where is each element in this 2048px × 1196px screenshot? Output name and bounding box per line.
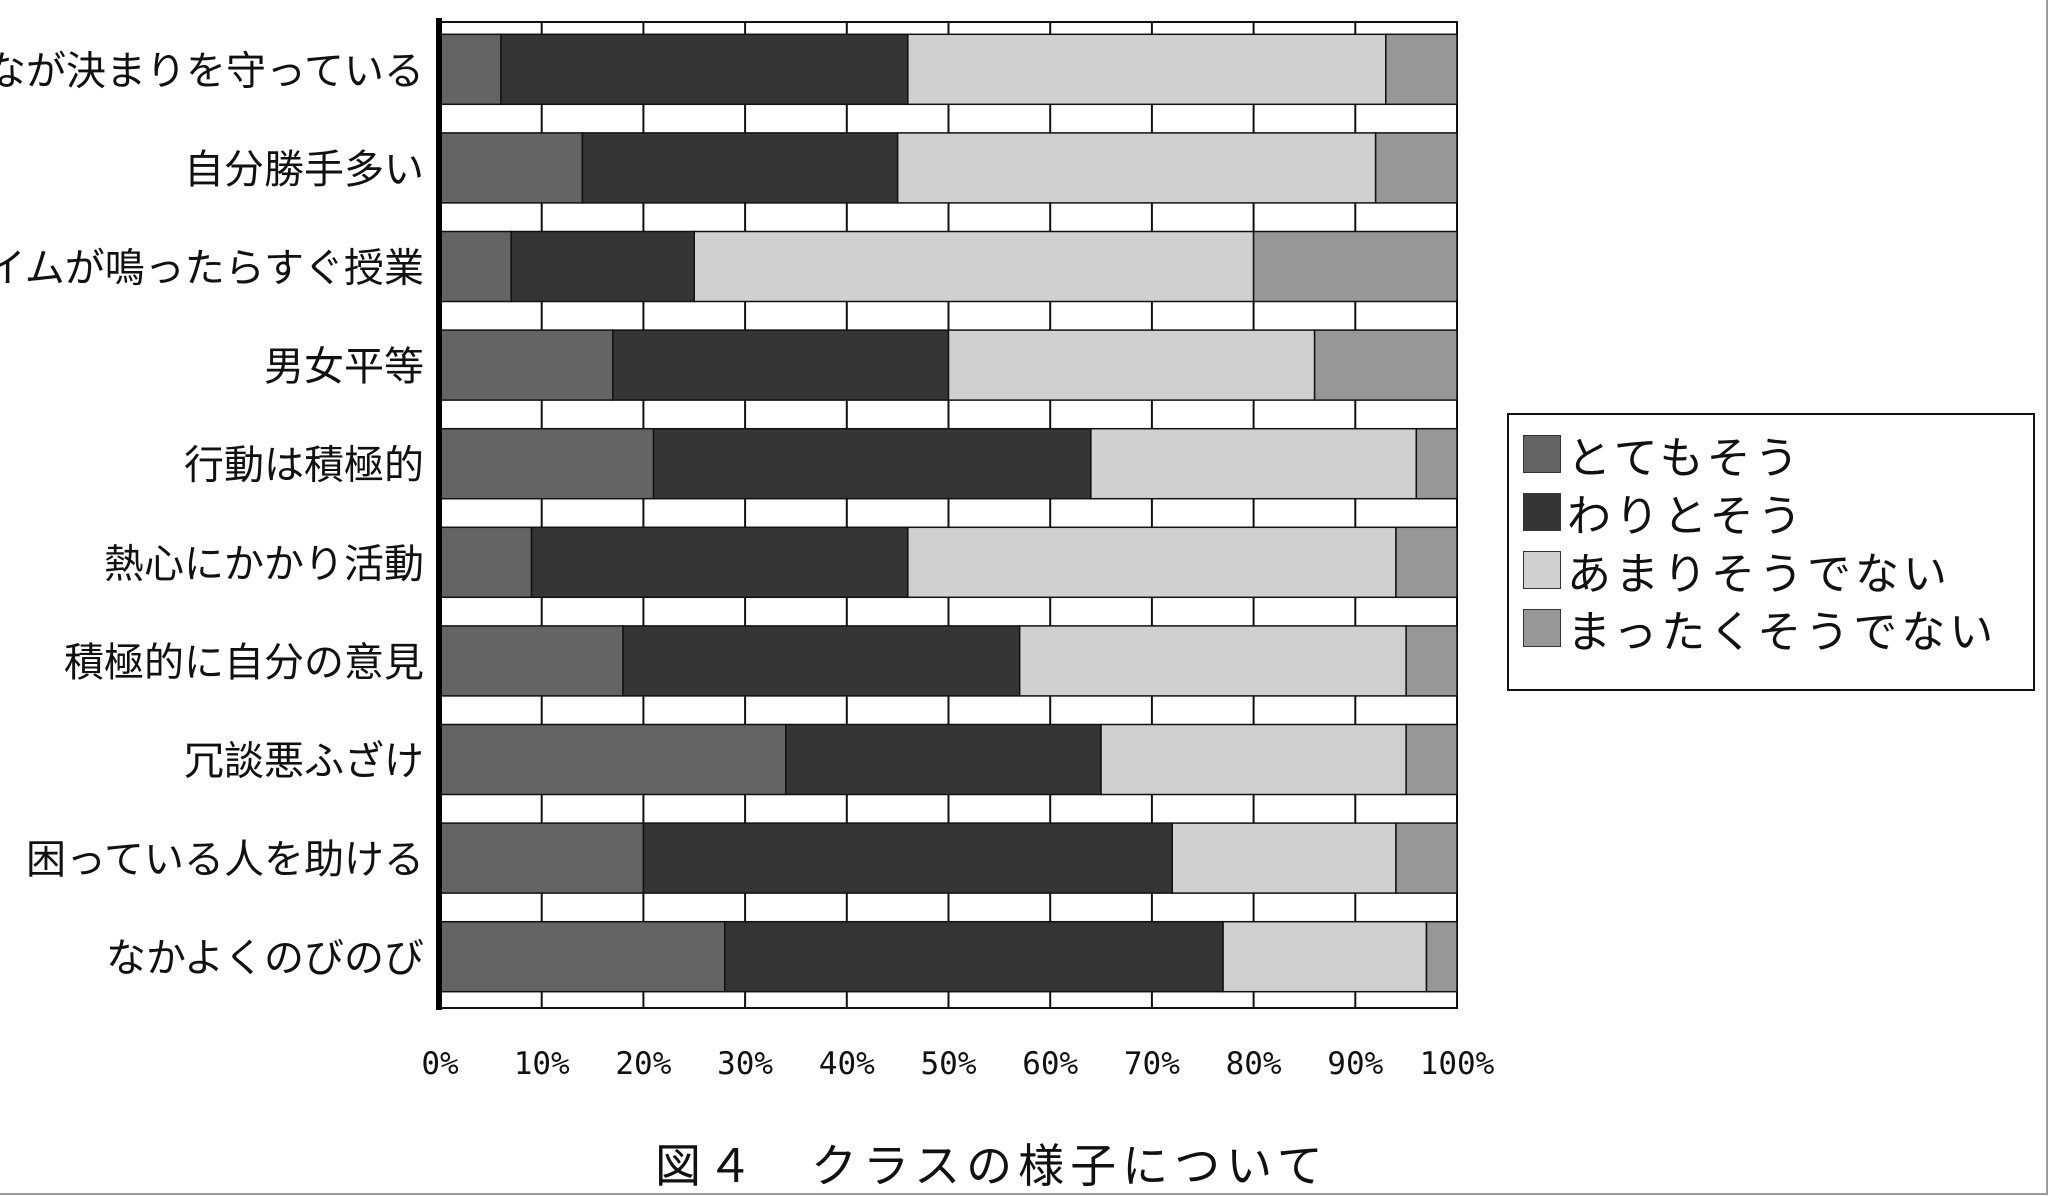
- bar-segment: [439, 625, 624, 697]
- bar-segment: [693, 230, 1255, 303]
- bar-segment: [1405, 625, 1458, 697]
- category-label: 冗談悪ふざけ: [184, 739, 424, 785]
- x-tick-label: 70%: [1124, 1046, 1180, 1082]
- legend-item: あまりそうでない: [1523, 545, 1951, 600]
- category-label: 行動は積極的: [184, 443, 424, 489]
- bar-segment: [907, 526, 1397, 599]
- bar-segment: [1374, 132, 1458, 204]
- bar-segment: [785, 723, 1102, 796]
- category-label: 熱心にかかり活動: [104, 541, 424, 587]
- bar-segment: [439, 132, 584, 204]
- bar-segment: [1100, 723, 1407, 796]
- x-tick-label: 10%: [514, 1046, 570, 1082]
- bar-segment: [439, 822, 645, 894]
- bar-segment: [581, 132, 899, 204]
- bar-segment: [622, 625, 1021, 697]
- bar-segment: [439, 427, 655, 500]
- legend-label: とてもそう: [1567, 433, 1803, 484]
- legend-label: まったくそうでない: [1567, 607, 1998, 658]
- category-label: みんなが決まりを守っている: [0, 48, 424, 94]
- category-label: 自分勝手多い: [184, 147, 424, 193]
- x-tick-label: 100%: [1420, 1046, 1495, 1082]
- bar-segment: [500, 33, 909, 106]
- bar-segment: [439, 33, 502, 106]
- bar-segment: [947, 329, 1316, 401]
- bar-segment: [439, 329, 614, 401]
- bar-segment: [1313, 329, 1458, 401]
- legend-swatch: [1523, 493, 1561, 531]
- bar-segment: [642, 822, 1173, 894]
- legend: とてもそうわりとそうあまりそうでない まったくそうでない: [1507, 413, 2035, 691]
- x-tick-labels: 0% 10% 20% 30% 40% 50% 60% 70% 80% 90% 100%: [421, 1046, 1494, 1082]
- bar-segment: [439, 920, 726, 993]
- bar-segment: [1171, 822, 1397, 894]
- legend-label: あまりそうでない: [1567, 549, 1951, 600]
- legend-swatch: [1523, 551, 1561, 589]
- bar-segment: [530, 526, 909, 599]
- bar-segment: [1018, 625, 1407, 697]
- x-tick-label: 30%: [717, 1046, 773, 1082]
- bars: [439, 33, 1458, 993]
- bar-segment: [652, 427, 1092, 500]
- bar-segment: [1252, 230, 1458, 303]
- x-tick-label: 90%: [1327, 1046, 1383, 1082]
- bar-segment: [439, 526, 533, 599]
- category-label: チャイムが鳴ったらすぐ授業: [0, 246, 424, 292]
- bar-segment: [1425, 920, 1458, 993]
- x-tick-label: 50%: [921, 1046, 977, 1082]
- bar-segment: [439, 723, 787, 796]
- bar-segment: [724, 920, 1224, 993]
- bar-segment: [1090, 427, 1418, 500]
- category-label: 積極的に自分の意見: [64, 640, 424, 686]
- category-label: なかよくのびのび: [106, 936, 424, 982]
- legend-label: わりとそう: [1567, 491, 1806, 542]
- x-tick-label: 80%: [1226, 1046, 1282, 1082]
- bar-segment: [1395, 822, 1458, 894]
- x-tick-label: 20%: [615, 1046, 671, 1082]
- bar-segment: [510, 230, 695, 303]
- legend-item: まったくそうでない: [1523, 603, 1997, 658]
- bar-segment: [439, 230, 512, 303]
- legend-item: わりとそう: [1523, 487, 1806, 542]
- stacked-bar-chart: みんなが決まりを守っている自分勝手多いチャイムが鳴ったらすぐ授業男女平等行動は積…: [0, 18, 1495, 1082]
- category-label: 困っている人を助ける: [26, 837, 424, 883]
- bar-segment: [907, 33, 1387, 106]
- bar-segment: [612, 329, 950, 401]
- legend-swatch: [1523, 609, 1561, 647]
- category-labels: みんなが決まりを守っている自分勝手多いチャイムが鳴ったらすぐ授業男女平等行動は積…: [0, 48, 424, 981]
- bar-segment: [1405, 723, 1458, 796]
- x-tick-label: 60%: [1022, 1046, 1078, 1082]
- x-tick-label: 0%: [421, 1046, 459, 1082]
- legend-item: とてもそう: [1523, 429, 1803, 484]
- bar-segment: [1395, 526, 1458, 599]
- x-tick-label: 40%: [819, 1046, 875, 1082]
- bar-segment: [1222, 920, 1428, 993]
- bar-segment: [896, 132, 1377, 204]
- legend-swatch: [1523, 435, 1561, 473]
- bar-segment: [1415, 427, 1458, 500]
- figure-caption-text: 図４ クラスの様子について: [655, 1139, 1329, 1193]
- bar-segment: [1385, 33, 1458, 106]
- category-label: 男女平等: [264, 344, 424, 390]
